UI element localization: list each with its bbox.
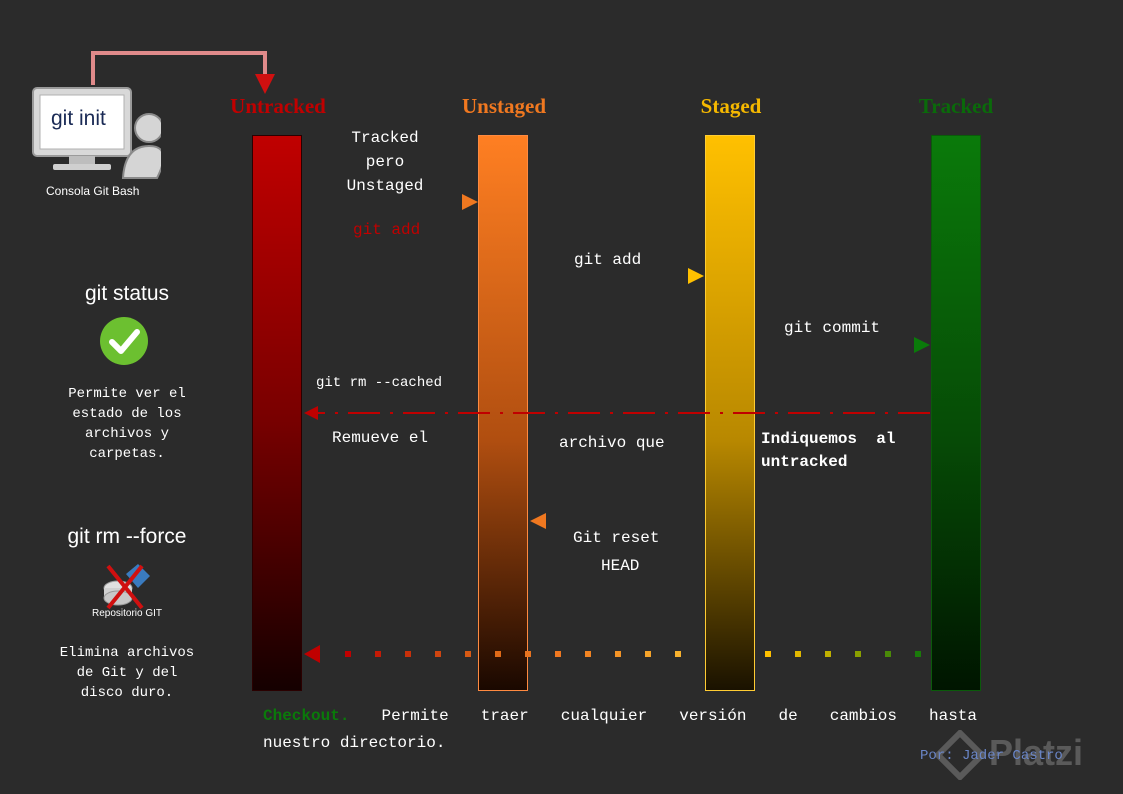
git-add-dashed-arrow-head bbox=[462, 194, 478, 210]
git-init-label: git init bbox=[51, 107, 106, 130]
tracked-pero-label: Tracked pero Unstaged bbox=[346, 129, 424, 195]
git-rm-force-description: Elimina archivos de Git y del disco duro… bbox=[59, 645, 195, 701]
git-add-dashed-label: git add bbox=[353, 221, 421, 239]
git-init-monitor-icon: git init bbox=[31, 86, 161, 179]
git-reset-label-2: HEAD bbox=[601, 557, 640, 575]
checkout-dotted-arrow bbox=[345, 651, 921, 657]
git-init-caption: Consola Git Bash bbox=[46, 184, 140, 198]
platzi-watermark: Platzi bbox=[935, 726, 1120, 786]
checkout-dotted-arrow-head bbox=[304, 645, 320, 663]
git-commit-label: git commit bbox=[784, 319, 881, 337]
checkout-keyword: Checkout. bbox=[263, 707, 350, 725]
checkout-line1: Permite traer cualquier versión de cambi… bbox=[349, 707, 977, 725]
author-credit: Por: Jader Castro bbox=[920, 748, 1063, 764]
git-status-description: Permite ver el estado de los archivos y … bbox=[68, 386, 186, 462]
column-title-unstaged: Unstaged bbox=[461, 94, 546, 118]
checkout-caption: Checkout. Permite traer cualquier versió… bbox=[263, 703, 977, 757]
check-icon bbox=[100, 317, 148, 365]
column-title-untracked: Untracked bbox=[230, 94, 326, 118]
repository-label: Repositorio GIT bbox=[92, 608, 163, 619]
remueve-label-3: Indiquemos al bbox=[761, 430, 896, 448]
git-add-arrow-head bbox=[688, 268, 704, 284]
repository-deleted-icon bbox=[103, 564, 150, 610]
git-rm-force-title: git rm --force bbox=[67, 525, 187, 548]
git-reset-label-1: Git reset bbox=[573, 529, 660, 547]
remueve-label-2: archivo que bbox=[559, 434, 665, 452]
git-status-title: git status bbox=[84, 282, 170, 305]
untracked-column-bar bbox=[252, 135, 302, 691]
remueve-label-1: Remueve el bbox=[332, 429, 429, 447]
git-init-connector bbox=[91, 51, 267, 85]
git-reset-arrow-head bbox=[530, 513, 546, 529]
git-rm-cached-label: git rm --cached bbox=[316, 375, 443, 391]
git-add-label: git add bbox=[574, 251, 642, 269]
tracked-column-bar bbox=[931, 135, 981, 691]
column-title-staged: Staged bbox=[700, 94, 762, 118]
git-rm-cached-arrow-head bbox=[304, 406, 318, 420]
git-init-connector-head bbox=[255, 74, 275, 94]
column-title-tracked: Tracked bbox=[918, 94, 994, 118]
platzi-logo-icon bbox=[935, 730, 985, 780]
remueve-label-4: untracked bbox=[761, 453, 848, 471]
git-commit-arrow-head bbox=[914, 337, 930, 353]
checkout-line2: nuestro directorio. bbox=[263, 734, 446, 752]
